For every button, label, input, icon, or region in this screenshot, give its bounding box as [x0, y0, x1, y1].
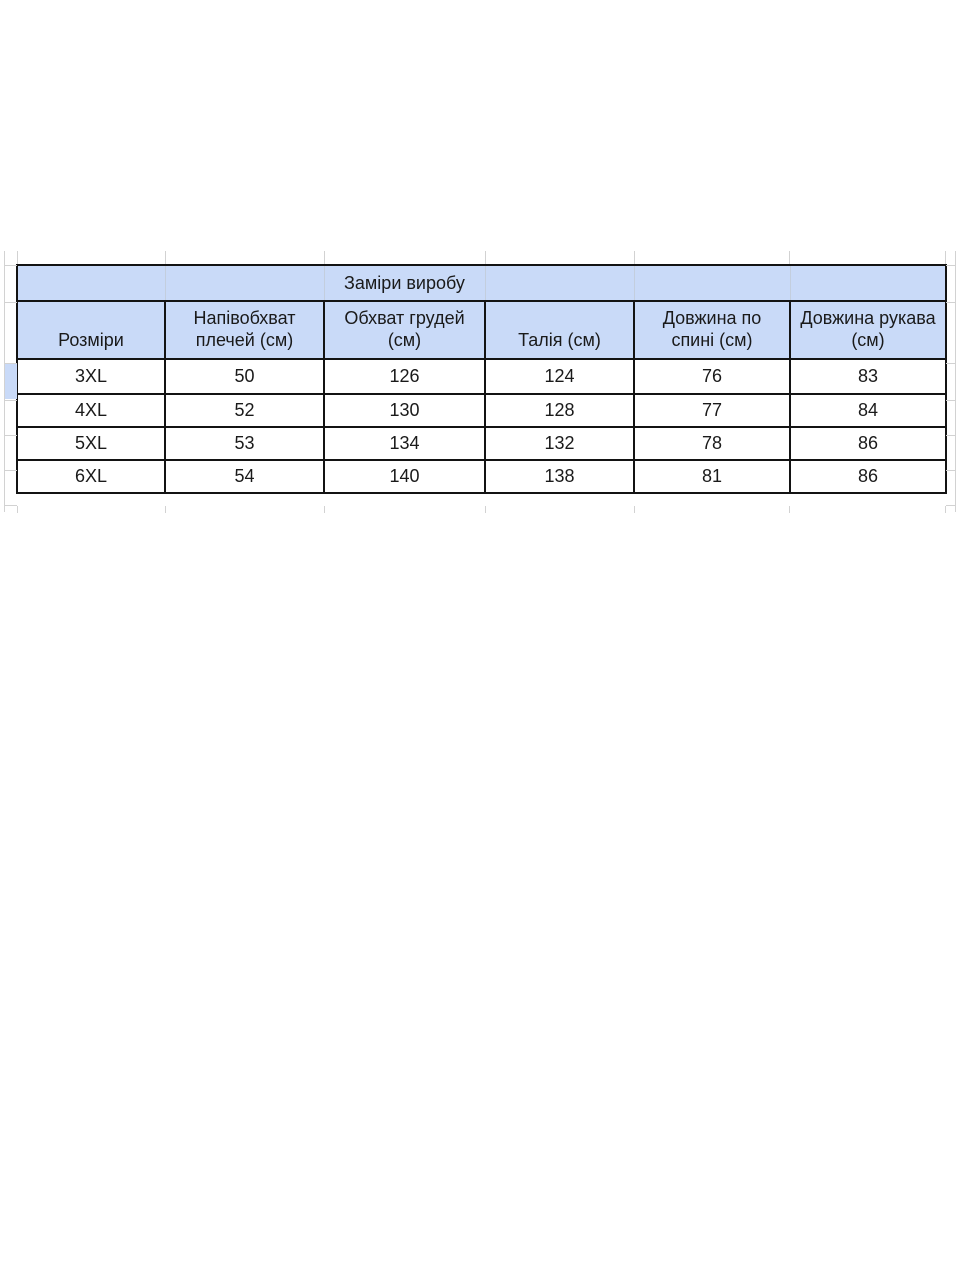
- table-title-row: Заміри виробу: [16, 264, 947, 302]
- size-cell: 6XL: [16, 459, 166, 494]
- value-cell: 54: [164, 459, 325, 494]
- table-row-4xl: 4XL 52 130 128 77 84: [16, 393, 947, 428]
- partial-blue-cell: [4, 364, 17, 399]
- spreadsheet-gridline: [165, 251, 166, 264]
- value-cell: 140: [323, 459, 486, 494]
- table-row-5xl: 5XL 53 134 132 78 86: [16, 426, 947, 461]
- spreadsheet-gridline: [4, 265, 17, 266]
- spreadsheet-gridline: [789, 251, 790, 264]
- value-cell: 134: [323, 426, 486, 461]
- title-cell-empty: [633, 264, 791, 302]
- title-cell-empty: [16, 264, 166, 302]
- value-cell: 77: [633, 393, 791, 428]
- spreadsheet-gridline: [4, 470, 17, 471]
- header-cell-waist: Талія (см): [484, 300, 635, 360]
- spreadsheet-gridline: [634, 506, 635, 513]
- value-cell: 86: [789, 459, 947, 494]
- spreadsheet-gridline: [485, 506, 486, 513]
- spreadsheet-gridline: [945, 506, 946, 513]
- value-cell: 83: [789, 358, 947, 395]
- spreadsheet-gridline: [17, 506, 18, 513]
- header-cell-chest: Обхват грудей (см): [323, 300, 486, 360]
- spreadsheet-gridline: [789, 506, 790, 513]
- spreadsheet-gridline: [946, 302, 956, 303]
- spreadsheet-gridline: [945, 251, 946, 264]
- value-cell: 126: [323, 358, 486, 395]
- value-cell: 52: [164, 393, 325, 428]
- spreadsheet-gridline: [4, 400, 17, 401]
- table-title: Заміри виробу: [323, 264, 486, 302]
- table-row-6xl: 6XL 54 140 138 81 86: [16, 459, 947, 494]
- value-cell: 138: [484, 459, 635, 494]
- spreadsheet-gridline: [165, 506, 166, 513]
- size-cell: 3XL: [16, 358, 166, 395]
- spreadsheet-gridline: [946, 435, 956, 436]
- spreadsheet-gridline: [485, 251, 486, 264]
- value-cell: 86: [789, 426, 947, 461]
- spreadsheet-gridline: [4, 251, 5, 512]
- header-cell-back-length: Довжина по спині (см): [633, 300, 791, 360]
- header-cell-shoulder: Напівобхват плечей (см): [164, 300, 325, 360]
- value-cell: 50: [164, 358, 325, 395]
- spreadsheet-gridline: [946, 505, 956, 506]
- header-cell-sizes: Розміри: [16, 300, 166, 360]
- table-header-row: Розміри Напівобхват плечей (см) Обхват г…: [16, 300, 947, 360]
- title-cell-empty: [484, 264, 635, 302]
- header-cell-sleeve-length: Довжина рукава (см): [789, 300, 947, 360]
- spreadsheet-gridline: [4, 505, 17, 506]
- spreadsheet-gridline: [946, 265, 956, 266]
- title-cell-empty: [789, 264, 947, 302]
- size-chart-table: Заміри виробу Розміри Напівобхват плечей…: [16, 264, 947, 494]
- size-chart: Заміри виробу Розміри Напівобхват плечей…: [16, 264, 947, 494]
- spreadsheet-gridline: [946, 400, 956, 401]
- value-cell: 124: [484, 358, 635, 395]
- spreadsheet-gridline: [4, 302, 17, 303]
- spreadsheet-gridline: [634, 251, 635, 264]
- value-cell: 128: [484, 393, 635, 428]
- size-cell: 4XL: [16, 393, 166, 428]
- spreadsheet-gridline: [4, 435, 17, 436]
- value-cell: 81: [633, 459, 791, 494]
- value-cell: 84: [789, 393, 947, 428]
- size-cell: 5XL: [16, 426, 166, 461]
- spreadsheet-gridline: [17, 251, 18, 264]
- table-row-3xl: 3XL 50 126 124 76 83: [16, 358, 947, 395]
- spreadsheet-gridline: [946, 363, 956, 364]
- spreadsheet-gridline: [324, 251, 325, 264]
- spreadsheet-gridline: [324, 506, 325, 513]
- value-cell: 53: [164, 426, 325, 461]
- spreadsheet-gridline: [4, 363, 17, 364]
- spreadsheet-gridline: [955, 251, 956, 512]
- value-cell: 130: [323, 393, 486, 428]
- value-cell: 76: [633, 358, 791, 395]
- title-cell-empty: [164, 264, 325, 302]
- spreadsheet-gridline: [946, 470, 956, 471]
- value-cell: 78: [633, 426, 791, 461]
- value-cell: 132: [484, 426, 635, 461]
